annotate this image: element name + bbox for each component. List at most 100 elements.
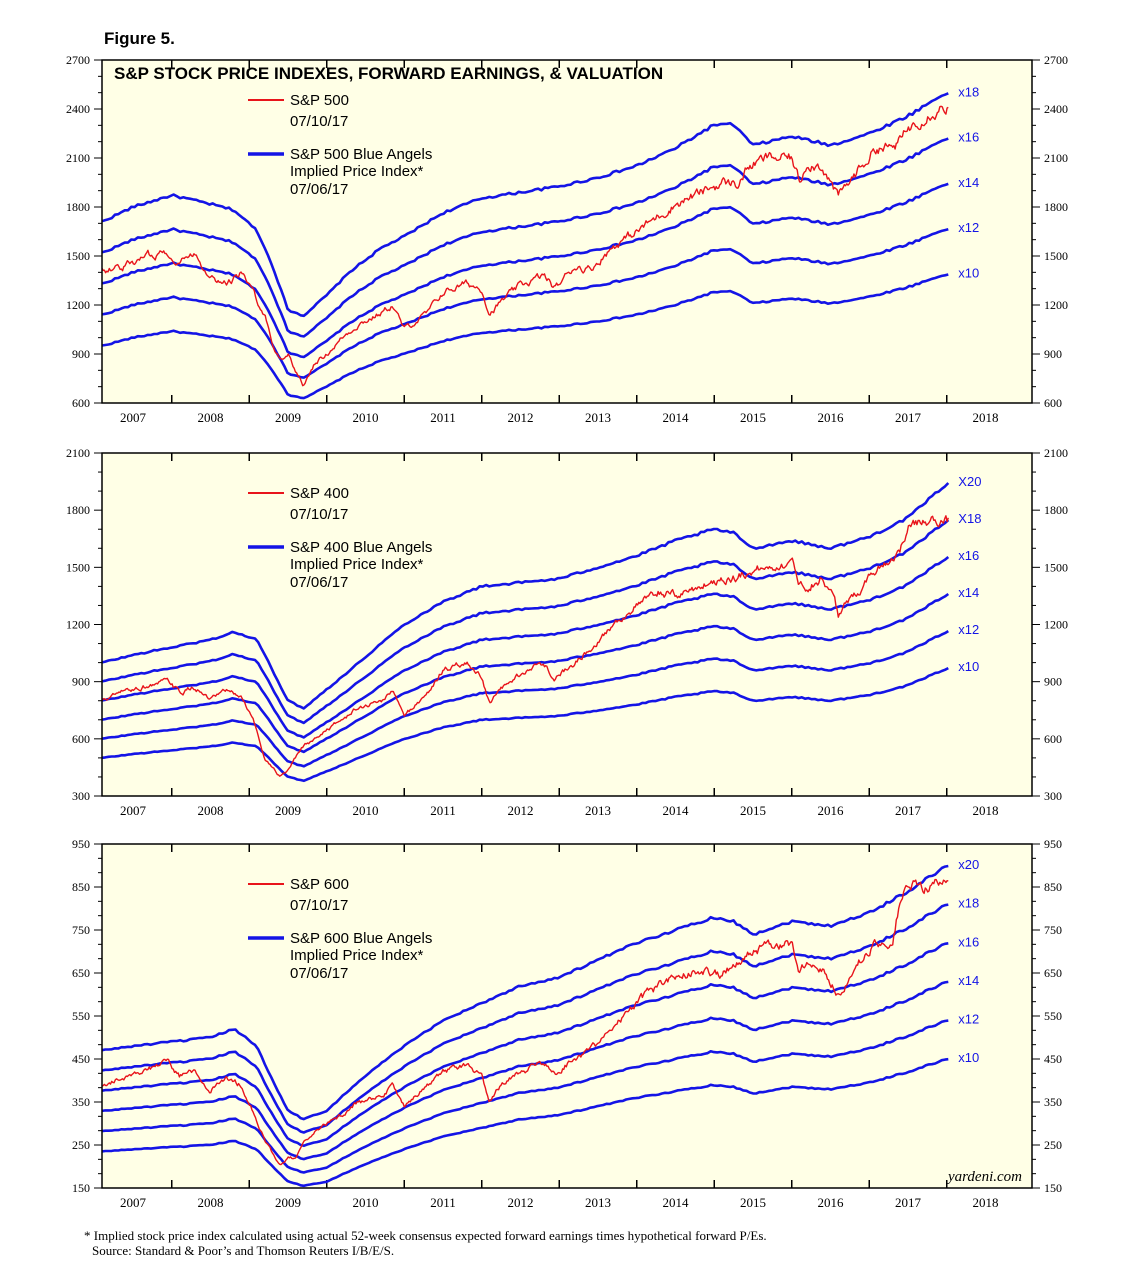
blue-angels-line-x10: [101, 666, 949, 783]
plot-frame: [101, 843, 1033, 1189]
multiple-label-x10: x10: [958, 1050, 979, 1065]
legend-price-name: S&P 400: [290, 485, 349, 502]
x-tick-label: 2015: [740, 410, 766, 425]
plot-background: [102, 844, 1032, 1188]
y-tick-label-right: 1200: [1044, 618, 1068, 632]
legend: S&P 600 07/10/17 S&P 600 Blue AngelsImplie…: [248, 876, 432, 982]
multiple-label-x18: x18: [958, 84, 979, 99]
price-line: [101, 105, 949, 387]
multiple-label-x20: X20: [958, 474, 981, 489]
multiple-label-x10: x10: [958, 659, 979, 674]
y-tick-label-right: 950: [1044, 837, 1062, 851]
y-tick-label-right: 1500: [1044, 560, 1068, 574]
x-tick-label: 2010: [353, 803, 379, 818]
multiple-label-x12: x12: [958, 622, 979, 637]
multiple-label-x12: x12: [958, 220, 979, 235]
x-tick-label: 2011: [430, 803, 456, 818]
x-tick-label: 2016: [818, 803, 845, 818]
x-tick-label: 2011: [430, 410, 456, 425]
legend-price-name: S&P 500: [290, 92, 349, 109]
x-tick-label: 2016: [818, 1195, 845, 1210]
y-tick-label-left: 150: [72, 1181, 90, 1195]
y-tick-label-left: 1500: [66, 560, 90, 574]
x-tick-label: 2012: [508, 410, 534, 425]
multiple-label-x18: X18: [958, 511, 981, 526]
blue-angels-line-x10: [101, 273, 949, 400]
y-tick-label-left: 600: [72, 396, 90, 410]
x-tick-label: 2014: [663, 1195, 690, 1210]
y-tick-label-right: 1800: [1044, 200, 1068, 214]
legend: S&P 400 07/10/17 S&P 400 Blue AngelsImplie…: [248, 485, 432, 591]
legend-angels-date: 07/06/17: [290, 181, 348, 198]
x-tick-label: 2012: [508, 803, 534, 818]
x-tick-label: 2009: [275, 410, 301, 425]
y-tick-label-right: 850: [1044, 880, 1062, 894]
x-tick-label: 2008: [198, 410, 224, 425]
y-tick-label-left: 600: [72, 732, 90, 746]
x-tick-label: 2013: [585, 410, 611, 425]
multiple-label-x14: x14: [958, 585, 979, 600]
x-tick-label: 2013: [585, 803, 611, 818]
blue-angels-line-x16: [101, 942, 949, 1148]
y-tick-label-left: 2100: [66, 151, 90, 165]
price-line: [101, 515, 949, 777]
plot-frame: [101, 452, 1033, 797]
x-tick-label: 2008: [198, 1195, 224, 1210]
y-tick-label-right: 600: [1044, 732, 1062, 746]
x-tick-label: 2018: [973, 410, 999, 425]
blue-angels-line-x12: [101, 629, 949, 768]
y-tick-label-right: 750: [1044, 923, 1062, 937]
x-tick-label: 2017: [895, 410, 922, 425]
legend-angels-name: S&P 500 Blue Angels: [290, 146, 432, 163]
y-tick-label-right: 350: [1044, 1095, 1062, 1109]
x-tick-label: 2013: [585, 1195, 611, 1210]
plot-background: [102, 60, 1032, 403]
figure-label: Figure 5.: [104, 29, 175, 48]
blue-angels-line-x16: [101, 137, 949, 338]
y-tick-label-right: 2100: [1044, 151, 1068, 165]
legend: S&P 500 07/10/17 S&P 500 Blue AngelsImplie…: [248, 92, 432, 198]
blue-angels-line-x18: [101, 519, 950, 725]
legend-price-date: 07/10/17: [290, 897, 348, 914]
y-tick-label-left: 1800: [66, 503, 90, 517]
legend-price-date: 07/10/17: [290, 506, 348, 523]
y-tick-label-right: 900: [1044, 347, 1062, 361]
blue-angels-line-x18: [101, 92, 949, 318]
footnote: * Implied stock price index calculated u…: [84, 1228, 767, 1258]
x-tick-label: 2010: [353, 410, 379, 425]
x-tick-label: 2016: [818, 410, 845, 425]
y-tick-label-left: 1500: [66, 249, 90, 263]
y-tick-label-right: 900: [1044, 675, 1062, 689]
blue-angels-line-x16: [101, 555, 950, 739]
blue-angels-line-x20: [101, 864, 949, 1121]
legend-angels-subtitle: Implied Price Index*: [290, 163, 424, 180]
y-tick-label-left: 2400: [66, 102, 90, 116]
blue-angels-line-x12: [101, 227, 949, 379]
x-tick-label: 2014: [663, 410, 690, 425]
y-tick-label-right: 250: [1044, 1138, 1062, 1152]
x-tick-label: 2007: [120, 803, 147, 818]
y-tick-label-left: 850: [72, 880, 90, 894]
x-tick-label: 2015: [740, 1195, 766, 1210]
plot-frame: [101, 59, 1033, 404]
y-tick-label-left: 300: [72, 789, 90, 803]
y-tick-label-left: 750: [72, 923, 90, 937]
y-tick-label-right: 1200: [1044, 298, 1068, 312]
multiple-label-x16: x16: [958, 548, 979, 563]
x-tick-label: 2018: [973, 803, 999, 818]
multiple-label-x10: x10: [958, 265, 979, 280]
x-tick-label: 2015: [740, 803, 766, 818]
legend-price-name: S&P 600: [290, 876, 349, 893]
x-tick-label: 2017: [895, 803, 922, 818]
multiple-label-x20: x20: [958, 857, 979, 872]
watermark: yardeni.com: [946, 1169, 1022, 1185]
legend-angels-name: S&P 600 Blue Angels: [290, 930, 432, 947]
y-tick-label-left: 2100: [66, 446, 90, 460]
x-tick-label: 2011: [430, 1195, 456, 1210]
blue-angels-line-x20: [101, 482, 950, 710]
y-tick-label-right: 150: [1044, 1181, 1062, 1195]
y-tick-label-left: 350: [72, 1095, 90, 1109]
y-tick-label-right: 550: [1044, 1009, 1062, 1023]
y-tick-label-left: 450: [72, 1052, 90, 1066]
